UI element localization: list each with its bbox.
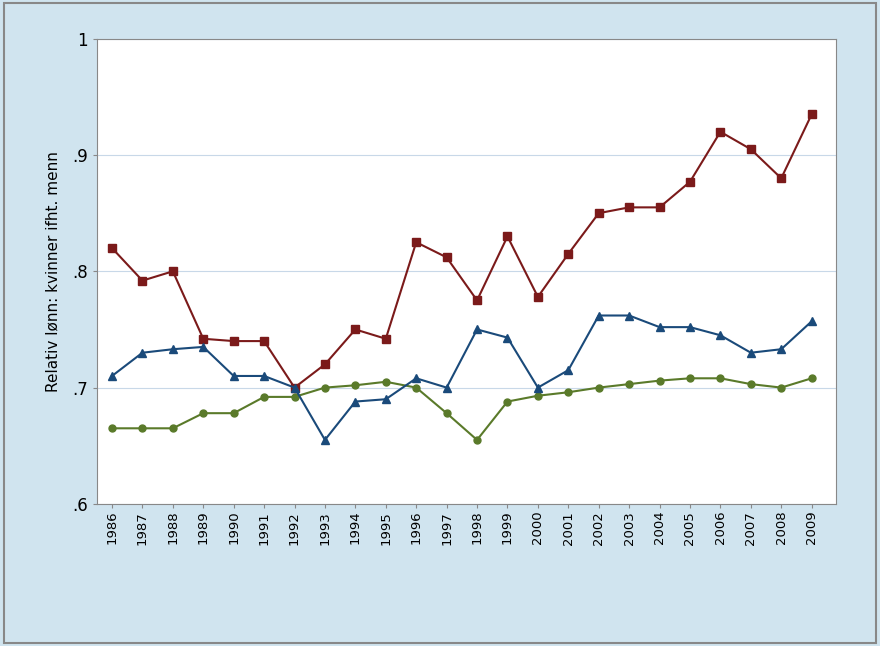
- Befolkningen: [624, 380, 634, 388]
- Siviløkonomer: [745, 349, 756, 357]
- Siviløkonomer: [502, 334, 513, 342]
- Sivilingeniører: [715, 128, 726, 136]
- Siviløkonomer: [198, 343, 209, 351]
- Siviløkonomer: [411, 375, 422, 382]
- Befolkningen: [776, 384, 787, 391]
- Siviløkonomer: [624, 311, 634, 319]
- Sivilingeniører: [776, 174, 787, 182]
- Siviløkonomer: [776, 346, 787, 353]
- Line: Befolkningen: Befolkningen: [108, 375, 815, 443]
- Sivilingeniører: [532, 293, 543, 301]
- Siviløkonomer: [655, 323, 665, 331]
- Siviløkonomer: [350, 398, 361, 406]
- Befolkningen: [380, 378, 391, 386]
- Befolkningen: [167, 424, 178, 432]
- Siviløkonomer: [442, 384, 452, 391]
- Befolkningen: [472, 436, 482, 444]
- Siviløkonomer: [229, 372, 239, 380]
- Sivilingeniører: [167, 267, 178, 275]
- Befolkningen: [655, 377, 665, 384]
- Befolkningen: [350, 381, 361, 389]
- Befolkningen: [532, 392, 543, 400]
- Befolkningen: [685, 375, 695, 382]
- Siviløkonomer: [593, 311, 604, 319]
- Befolkningen: [290, 393, 300, 401]
- Befolkningen: [411, 384, 422, 391]
- Befolkningen: [319, 384, 330, 391]
- Sivilingeniører: [350, 326, 361, 333]
- Siviløkonomer: [319, 436, 330, 444]
- Befolkningen: [442, 410, 452, 417]
- Sivilingeniører: [106, 244, 117, 252]
- Siviløkonomer: [137, 349, 148, 357]
- Sivilingeniører: [198, 335, 209, 342]
- Befolkningen: [563, 388, 574, 396]
- Sivilingeniører: [502, 233, 513, 240]
- Sivilingeniører: [472, 297, 482, 304]
- Befolkningen: [259, 393, 269, 401]
- Sivilingeniører: [563, 250, 574, 258]
- Sivilingeniører: [319, 360, 330, 368]
- Siviløkonomer: [167, 346, 178, 353]
- Befolkningen: [229, 410, 239, 417]
- Siviløkonomer: [380, 395, 391, 403]
- Sivilingeniører: [685, 178, 695, 185]
- Befolkningen: [137, 424, 148, 432]
- Sivilingeniører: [624, 203, 634, 211]
- Sivilingeniører: [442, 253, 452, 261]
- Sivilingeniører: [137, 276, 148, 284]
- Befolkningen: [806, 375, 817, 382]
- Befolkningen: [593, 384, 604, 391]
- Siviløkonomer: [563, 366, 574, 374]
- Siviløkonomer: [806, 317, 817, 325]
- Sivilingeniører: [229, 337, 239, 345]
- Sivilingeniører: [655, 203, 665, 211]
- Sivilingeniører: [259, 337, 269, 345]
- Befolkningen: [106, 424, 117, 432]
- Siviløkonomer: [290, 384, 300, 391]
- Befolkningen: [198, 410, 209, 417]
- Befolkningen: [745, 380, 756, 388]
- Siviløkonomer: [259, 372, 269, 380]
- Siviløkonomer: [715, 331, 726, 339]
- Sivilingeniører: [380, 335, 391, 342]
- Siviløkonomer: [685, 323, 695, 331]
- Line: Siviløkonomer: Siviløkonomer: [108, 311, 816, 444]
- Sivilingeniører: [593, 209, 604, 217]
- Sivilingeniører: [290, 384, 300, 391]
- Befolkningen: [715, 375, 726, 382]
- Siviløkonomer: [106, 372, 117, 380]
- Sivilingeniører: [411, 238, 422, 246]
- Sivilingeniører: [806, 110, 817, 118]
- Siviløkonomer: [532, 384, 543, 391]
- Sivilingeniører: [745, 145, 756, 153]
- Siviløkonomer: [472, 326, 482, 333]
- Line: Sivilingeniører: Sivilingeniører: [108, 110, 816, 391]
- Befolkningen: [502, 398, 513, 406]
- Y-axis label: Relativ lønn: kvinner ifht. menn: Relativ lønn: kvinner ifht. menn: [46, 151, 61, 391]
